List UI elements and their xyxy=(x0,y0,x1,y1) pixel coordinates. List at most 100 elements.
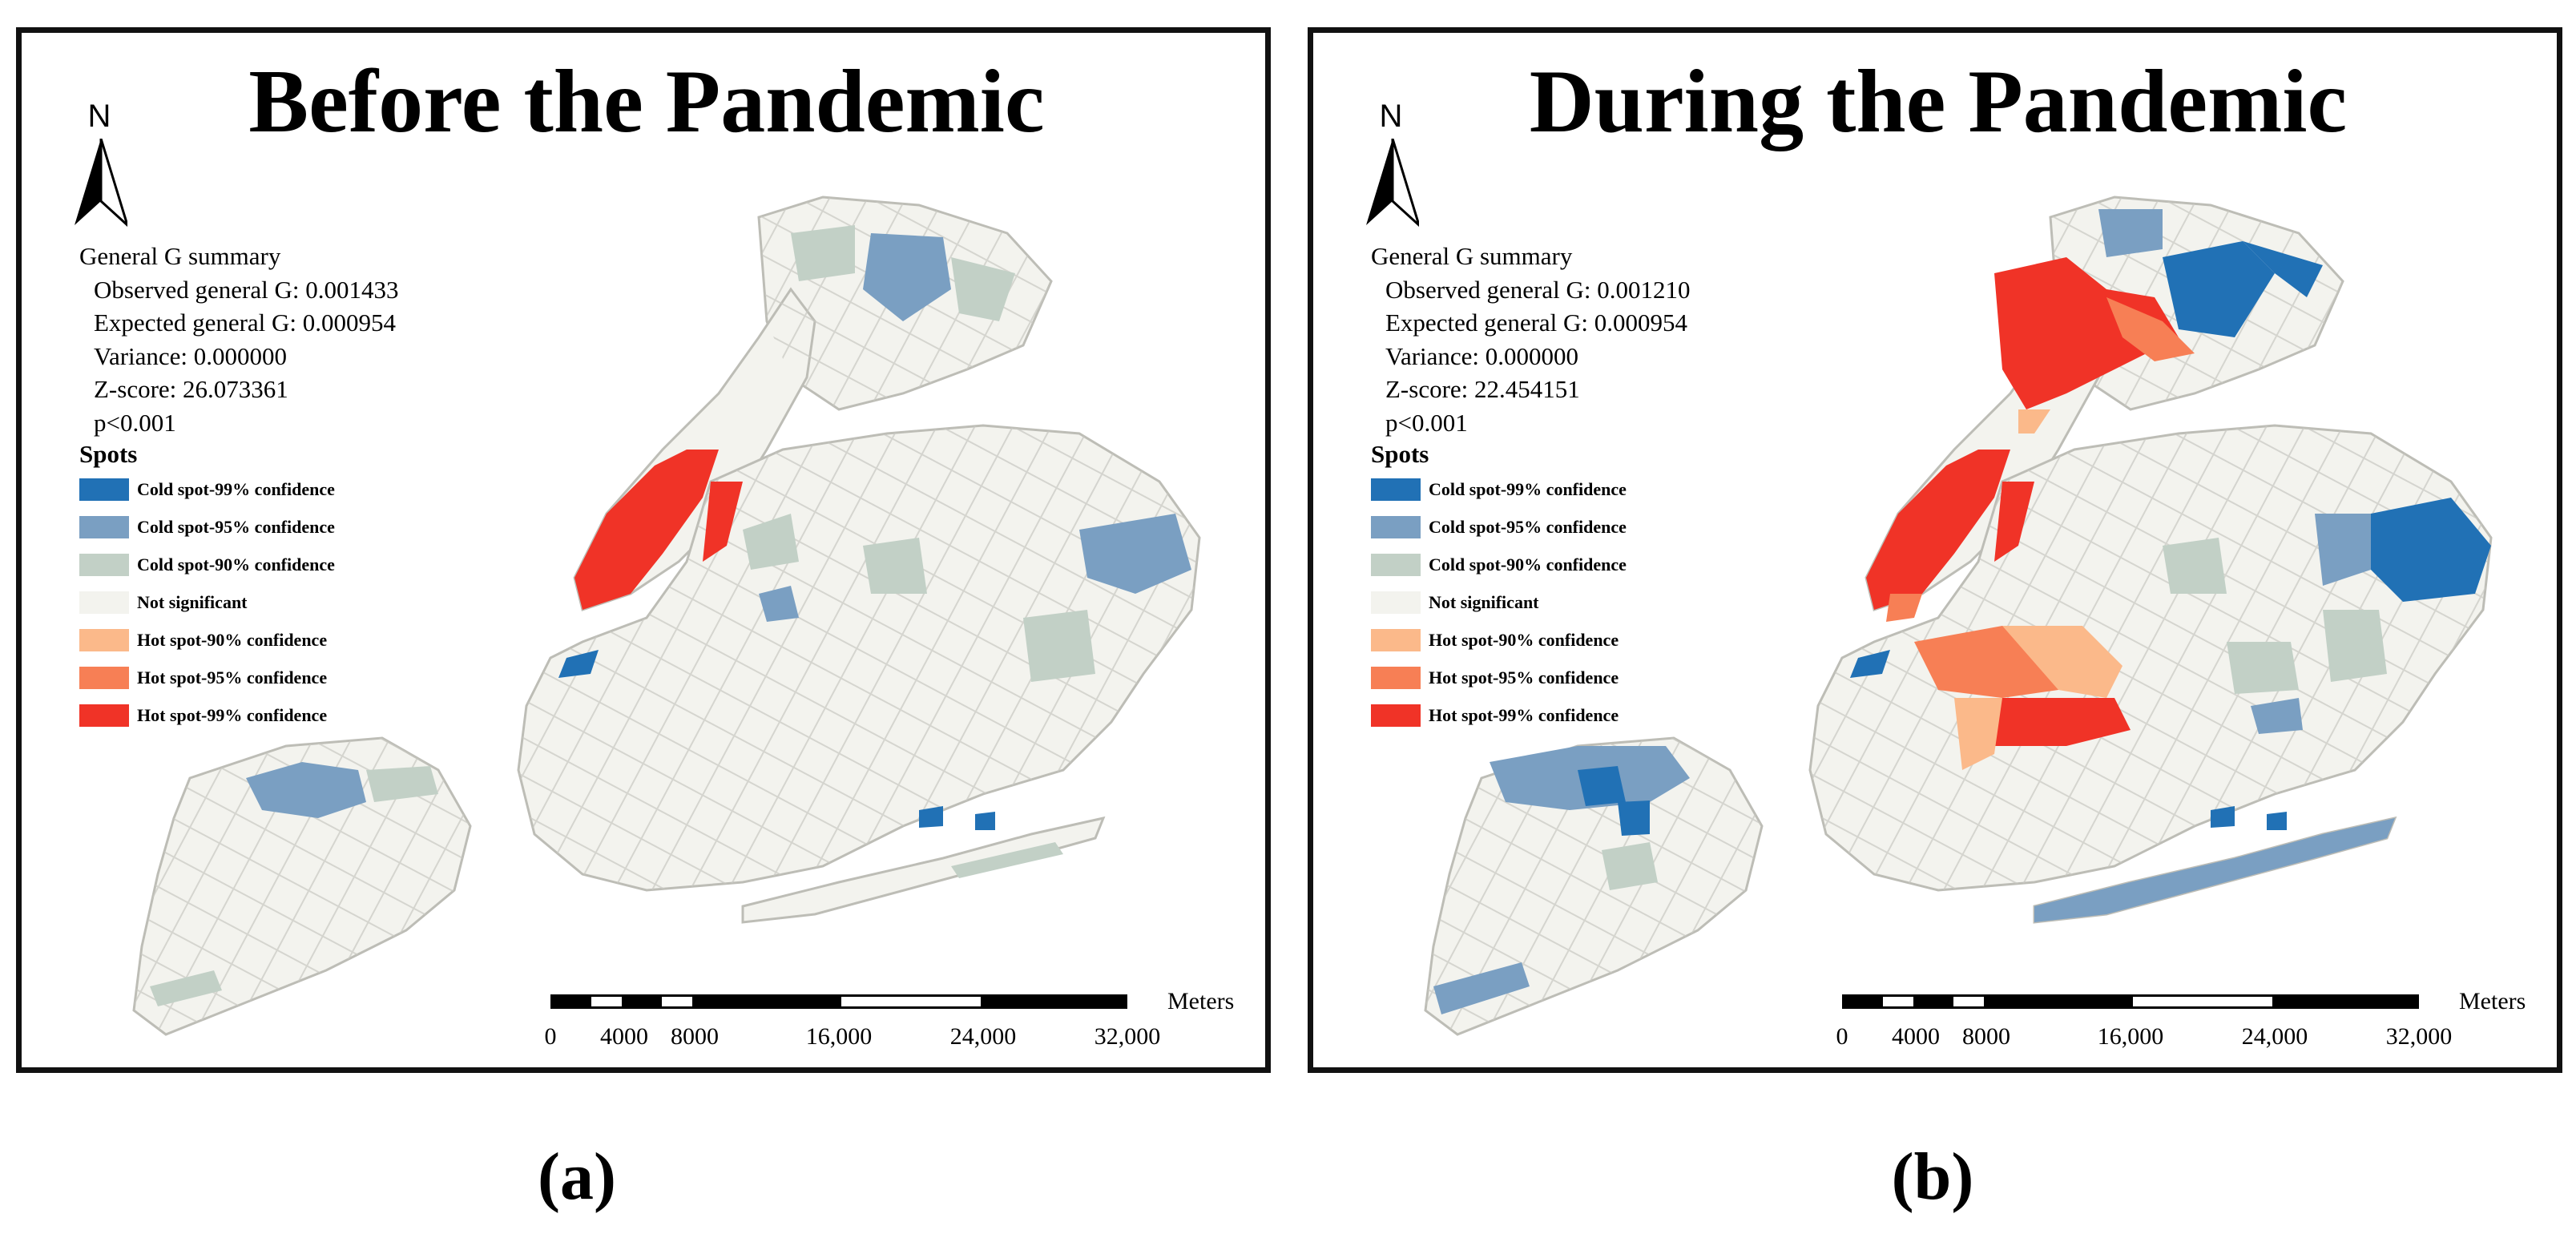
observed-g: Observed general G: 0.001433 xyxy=(94,275,399,304)
z-score: Z-score: 26.073361 xyxy=(94,375,288,403)
legend-label: Not significant xyxy=(137,592,248,612)
legend-label: Hot spot-90% confidence xyxy=(137,630,328,650)
summary-heading: General G summary xyxy=(79,242,281,270)
legend-label: Hot spot-99% confidence xyxy=(137,705,328,725)
legend-label: Cold spot-99% confidence xyxy=(1429,479,1627,499)
scale-segment xyxy=(839,994,983,1009)
scale-tick: 32,000 xyxy=(1094,1023,1161,1050)
legend-item: Hot spot-99% confidence xyxy=(1371,704,1619,728)
scale-segment xyxy=(695,994,839,1009)
legend-swatch xyxy=(1371,704,1421,727)
legend-item: Not significant xyxy=(79,591,248,615)
legend-label: Cold spot-99% confidence xyxy=(137,479,335,499)
scale-tick: 8000 xyxy=(671,1023,719,1050)
scale-bar: 0 4000 8000 16,000 24,000 32,000 Meters xyxy=(1836,988,2531,1067)
legend-label: Hot spot-95% confidence xyxy=(137,667,328,688)
legend-swatch xyxy=(79,478,129,501)
general-g-summary: General G summary Observed general G: 0.… xyxy=(79,240,399,439)
scale-tick: 4000 xyxy=(600,1023,648,1050)
scale-tick: 0 xyxy=(1836,1023,1848,1050)
legend-swatch xyxy=(79,516,129,538)
legend-label: Cold spot-95% confidence xyxy=(137,517,335,537)
scale-segment xyxy=(983,994,1127,1009)
legend-swatch xyxy=(1371,478,1421,501)
scale-segment xyxy=(1951,994,1986,1009)
scale-tick: 32,000 xyxy=(2385,1023,2453,1050)
legend-item: Hot spot-95% confidence xyxy=(79,666,327,690)
map-during xyxy=(1424,196,2493,1036)
legend-item: Hot spot-95% confidence xyxy=(1371,666,1619,690)
north-arrow: N xyxy=(71,99,135,235)
legend-swatch xyxy=(1371,591,1421,614)
legend-item: Hot spot-90% confidence xyxy=(79,628,327,652)
scale-segment xyxy=(589,994,624,1009)
legend-label: Hot spot-90% confidence xyxy=(1429,630,1619,650)
scale-units: Meters xyxy=(2459,988,2526,1014)
legend-item: Cold spot-95% confidence xyxy=(79,515,335,539)
scale-segment xyxy=(1986,994,2131,1009)
legend-swatch xyxy=(79,591,129,614)
legend-title: Spots xyxy=(1371,440,1429,468)
expected-g: Expected general G: 0.000954 xyxy=(94,308,397,337)
legend-item: Hot spot-90% confidence xyxy=(1371,628,1619,652)
scale-tick: 4000 xyxy=(1892,1023,1940,1050)
legend-title: Spots xyxy=(79,440,138,468)
legend-label: Cold spot-90% confidence xyxy=(1429,554,1627,575)
panel-title: Before the Pandemic xyxy=(248,52,1045,151)
scale-tick: 24,000 xyxy=(2241,1023,2308,1050)
general-g-summary: General G summary Observed general G: 0.… xyxy=(1371,240,1691,439)
p-value: p<0.001 xyxy=(1385,408,1468,437)
panel-title: During the Pandemic xyxy=(1529,52,2348,151)
legend-label: Cold spot-95% confidence xyxy=(1429,517,1627,537)
scale-units: Meters xyxy=(1167,988,1235,1014)
scale-tick: 16,000 xyxy=(805,1023,873,1050)
variance: Variance: 0.000000 xyxy=(1385,341,1579,370)
map-panel-during: During the Pandemic N General G summary … xyxy=(1308,27,2562,1073)
legend-swatch xyxy=(1371,554,1421,576)
legend-label: Hot spot-99% confidence xyxy=(1429,705,1619,725)
variance: Variance: 0.000000 xyxy=(94,341,288,370)
scale-bar: 0 4000 8000 16,000 24,000 32,000 Meters xyxy=(545,988,1240,1067)
scale-segment xyxy=(1842,994,1881,1009)
observed-g: Observed general G: 0.001210 xyxy=(1385,275,1691,304)
summary-heading: General G summary xyxy=(1371,242,1573,270)
scale-segment xyxy=(659,994,695,1009)
scale-tick: 8000 xyxy=(1962,1023,2010,1050)
scale-segment xyxy=(1881,994,1916,1009)
north-arrow: N xyxy=(1363,99,1427,235)
legend-swatch xyxy=(1371,516,1421,538)
legend-swatch xyxy=(1371,667,1421,689)
north-arrow-icon xyxy=(1366,139,1419,227)
p-value: p<0.001 xyxy=(94,408,176,437)
legend-item: Cold spot-99% confidence xyxy=(79,478,335,502)
z-score: Z-score: 22.454151 xyxy=(1385,375,1580,403)
map-panel-before: Before the Pandemic N General G summary … xyxy=(16,27,1271,1073)
scale-segment xyxy=(550,994,589,1009)
legend-label: Not significant xyxy=(1429,592,1539,612)
scale-tick: 16,000 xyxy=(2097,1023,2164,1050)
panel-caption-b: (b) xyxy=(1891,1139,1974,1214)
legend-label: Cold spot-90% confidence xyxy=(137,554,335,575)
legend-swatch xyxy=(1371,629,1421,651)
scale-segment xyxy=(624,994,659,1009)
scale-segment xyxy=(2275,994,2419,1009)
scale-segment xyxy=(1916,994,1951,1009)
legend-swatch xyxy=(79,667,129,689)
hotspot-zones xyxy=(150,225,1191,1006)
expected-g: Expected general G: 0.000954 xyxy=(1385,308,1688,337)
legend-item: Cold spot-95% confidence xyxy=(1371,515,1627,539)
legend-item: Cold spot-99% confidence xyxy=(1371,478,1627,502)
scale-segment xyxy=(2131,994,2275,1009)
scale-tick: 24,000 xyxy=(949,1023,1017,1050)
legend-swatch xyxy=(79,629,129,651)
legend-item: Cold spot-90% confidence xyxy=(1371,553,1627,577)
panel-caption-a: (a) xyxy=(538,1139,616,1214)
legend-label: Hot spot-95% confidence xyxy=(1429,667,1619,688)
scale-tick: 0 xyxy=(544,1023,557,1050)
legend-item: Hot spot-99% confidence xyxy=(79,704,327,728)
north-label: N xyxy=(1379,99,1403,134)
north-label: N xyxy=(87,99,111,134)
hotspot-zones xyxy=(1433,209,2491,1014)
legend-swatch xyxy=(79,554,129,576)
north-arrow-icon xyxy=(75,139,127,227)
